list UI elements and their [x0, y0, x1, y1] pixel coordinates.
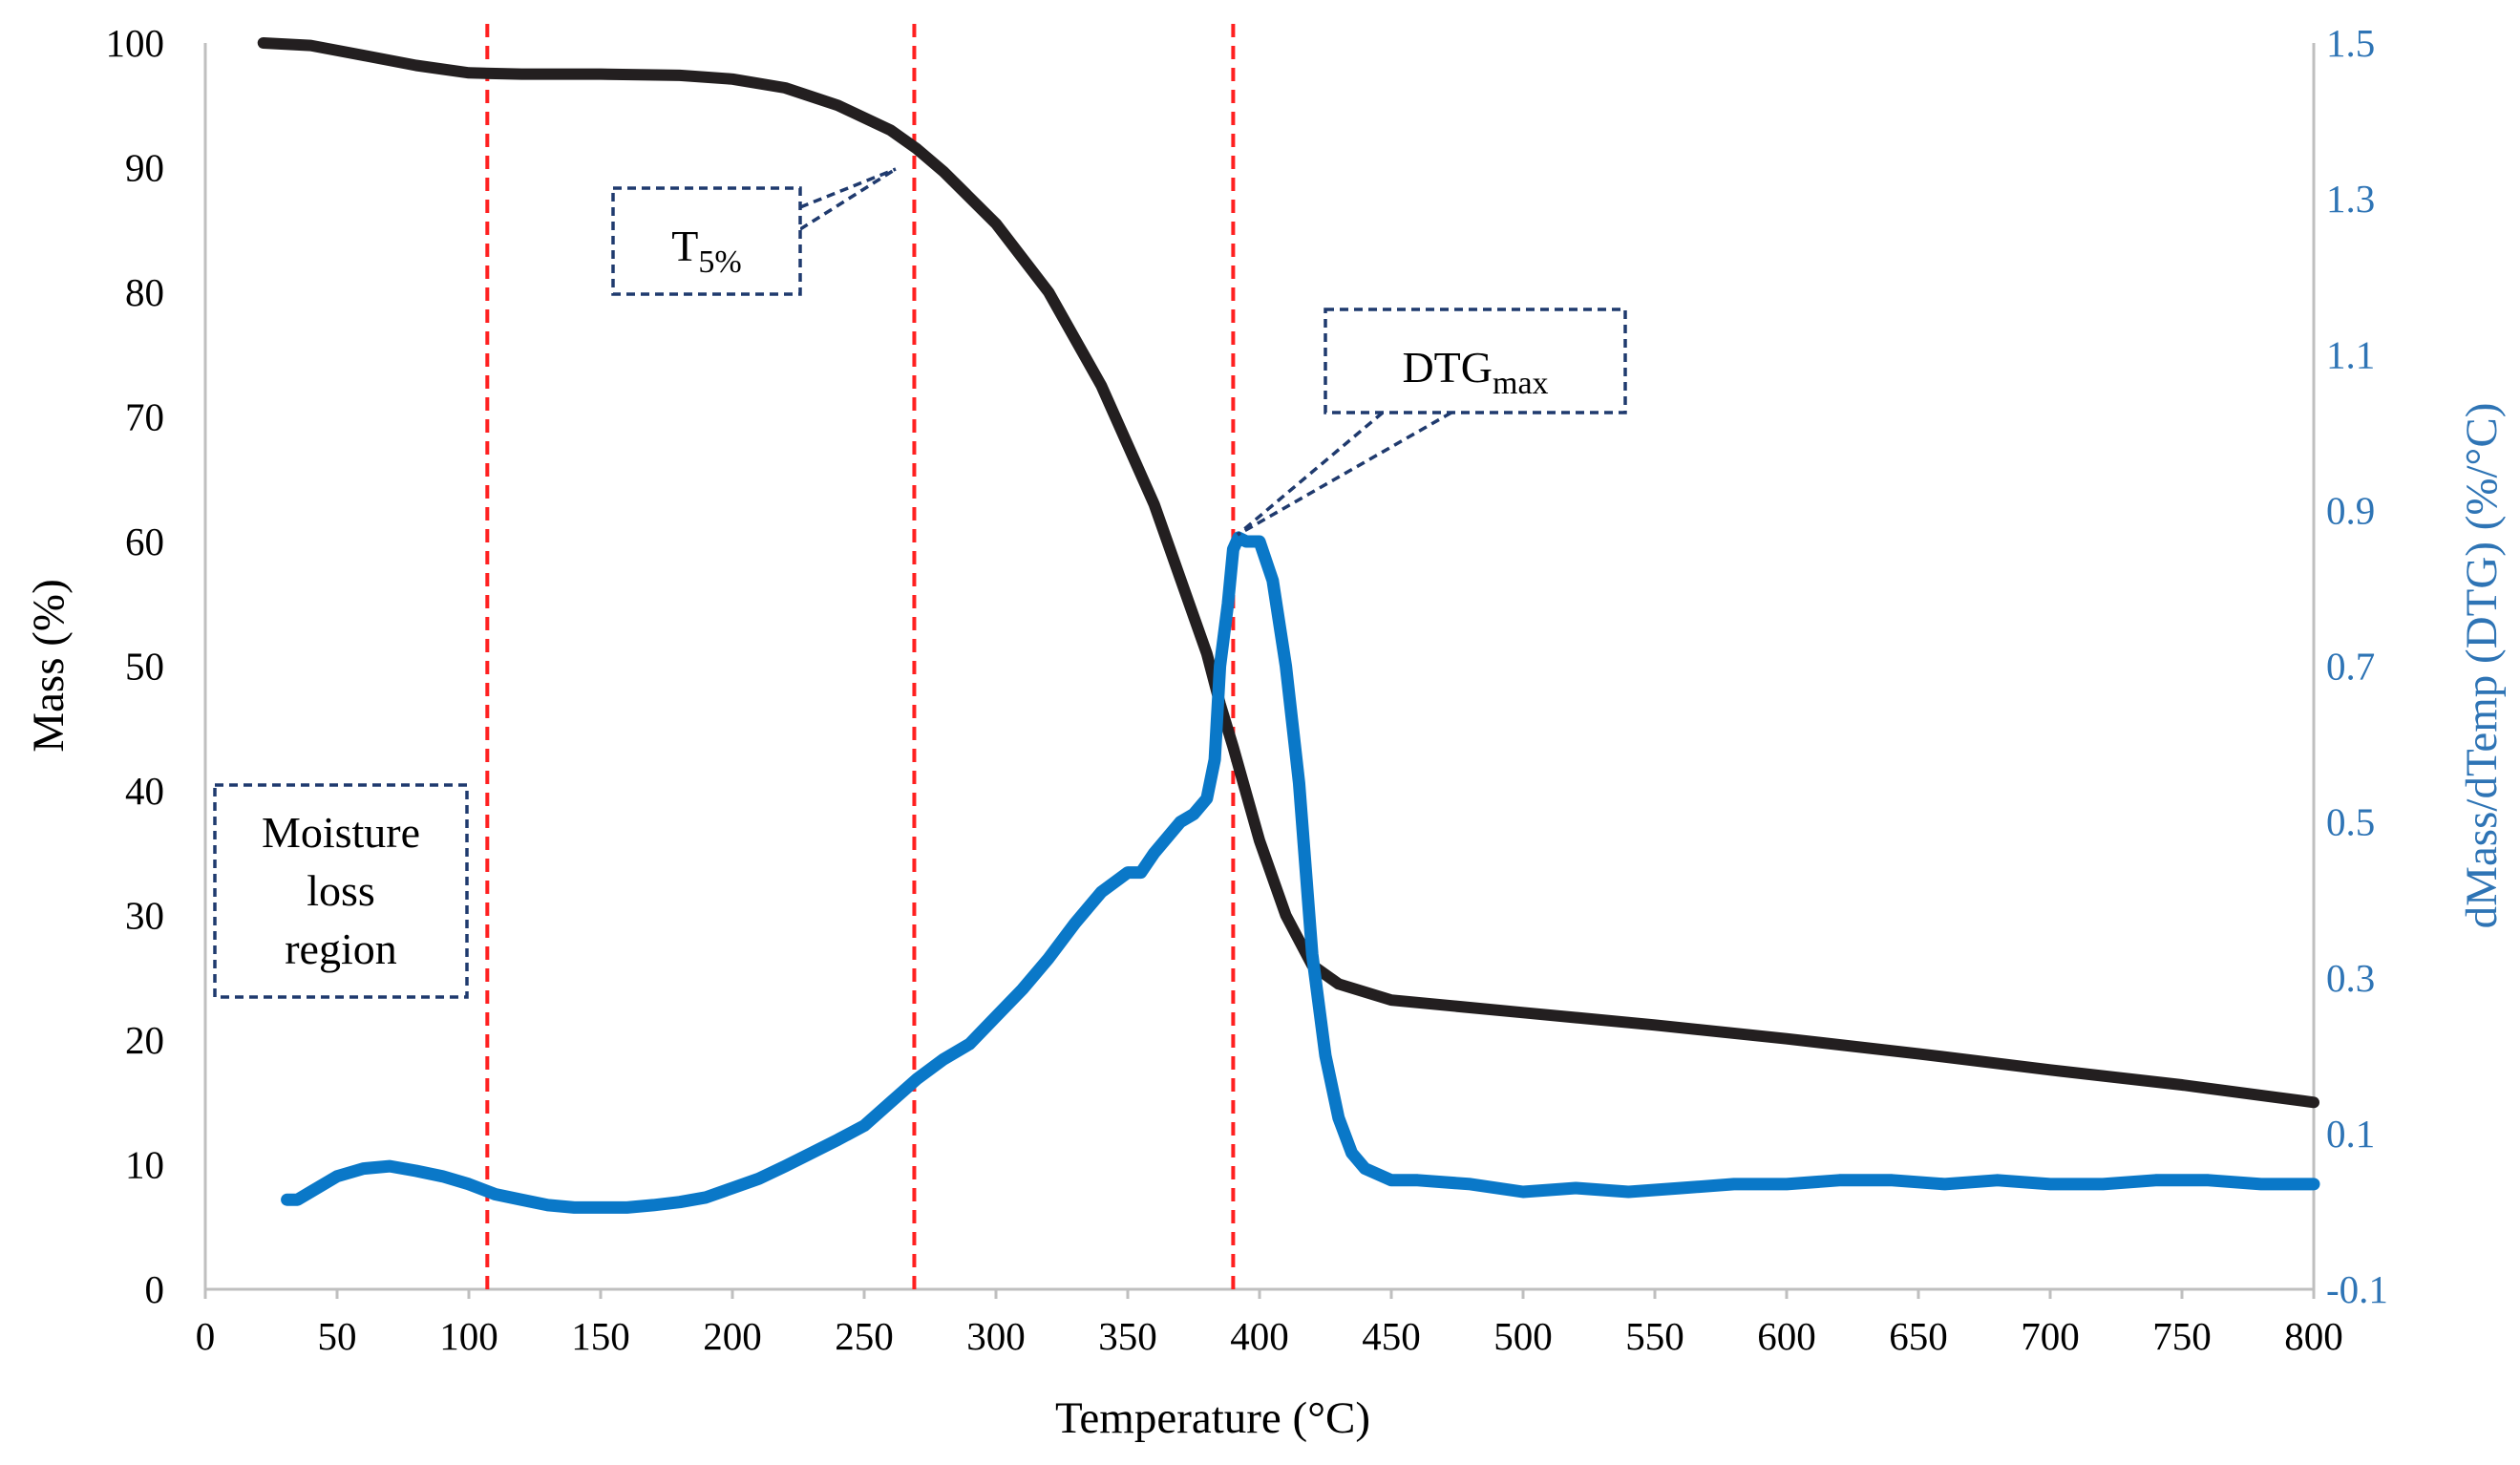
annotation-t5-label: T5% — [671, 222, 741, 280]
annotation-t5-main: T — [671, 222, 698, 270]
y-tick-label: 20 — [125, 1018, 164, 1062]
y-tick-label: 100 — [106, 21, 165, 65]
y2-tick-label: 0.9 — [2326, 488, 2375, 532]
x-tick-label: 0 — [196, 1314, 216, 1358]
x-tick-label: 300 — [966, 1314, 1026, 1358]
x-tick-label: 450 — [1362, 1314, 1421, 1358]
series-line-mass — [257, 37, 2319, 1109]
y-tick-label: 60 — [125, 520, 164, 563]
annotation-moisture: Moisture loss region — [213, 783, 469, 999]
annotation-dtgmax-label: DTGmax — [1402, 343, 1548, 401]
x-tick-label: 250 — [835, 1314, 894, 1358]
y-tick-label: 40 — [125, 769, 164, 813]
y2-tick-label: 0.1 — [2326, 1112, 2375, 1156]
annotation-dtgmax: DTGmax — [1236, 308, 1627, 537]
x-tick-label: 550 — [1625, 1314, 1684, 1358]
x-tick-label: 700 — [2021, 1314, 2080, 1358]
y-tick-label: 30 — [125, 894, 164, 938]
annotation-moisture-line1: Moisture — [262, 808, 420, 857]
y2-tick-label: 0.7 — [2326, 645, 2375, 689]
x-tick-label: 200 — [703, 1314, 762, 1358]
y2-tick-label: 0.3 — [2326, 956, 2375, 1000]
x-tick-label: 800 — [2284, 1314, 2343, 1358]
y2-tick-label: 1.5 — [2326, 21, 2375, 65]
x-tick-label: 350 — [1098, 1314, 1157, 1358]
y-tick-label: 0 — [145, 1267, 165, 1311]
y-tick-label: 90 — [125, 146, 164, 190]
y-tick-label: 80 — [125, 270, 164, 314]
x-tick-label: 750 — [2152, 1314, 2212, 1358]
x-tick-label: 500 — [1493, 1314, 1553, 1358]
x-tick-label: 650 — [1889, 1314, 1948, 1358]
series-line-dtg — [281, 531, 2320, 1214]
y2-tick-label: 0.5 — [2326, 800, 2375, 844]
y2-tick-label: 1.1 — [2326, 332, 2375, 376]
annotation-moisture-line2: loss — [307, 866, 375, 915]
x-tick-label: 400 — [1230, 1314, 1289, 1358]
y-tick-label: 70 — [125, 395, 164, 439]
annotation-dtgmax-main: DTG — [1402, 343, 1493, 392]
y2-tick-label: 1.3 — [2326, 177, 2375, 221]
y2-tick-label: -0.1 — [2326, 1267, 2388, 1311]
annotation-t5-sub: 5% — [698, 244, 741, 280]
y2-axis-title: dMass/dTemp (DTG) (%/°C) — [2457, 403, 2507, 929]
annotation-t5: T5% — [611, 167, 897, 296]
x-tick-label: 150 — [571, 1314, 630, 1358]
y-tick-label: 10 — [125, 1143, 164, 1187]
y-tick-label: 50 — [125, 645, 164, 689]
x-tick-label: 100 — [439, 1314, 498, 1358]
annotation-moisture-line3: region — [285, 924, 397, 973]
x-axis-title: Temperature (°C) — [1055, 1393, 1370, 1443]
y-axis-title: Mass (%) — [24, 579, 74, 752]
x-tick-label: 50 — [318, 1314, 357, 1358]
annotation-dtgmax-sub: max — [1493, 366, 1549, 401]
x-tick-label: 600 — [1757, 1314, 1816, 1358]
